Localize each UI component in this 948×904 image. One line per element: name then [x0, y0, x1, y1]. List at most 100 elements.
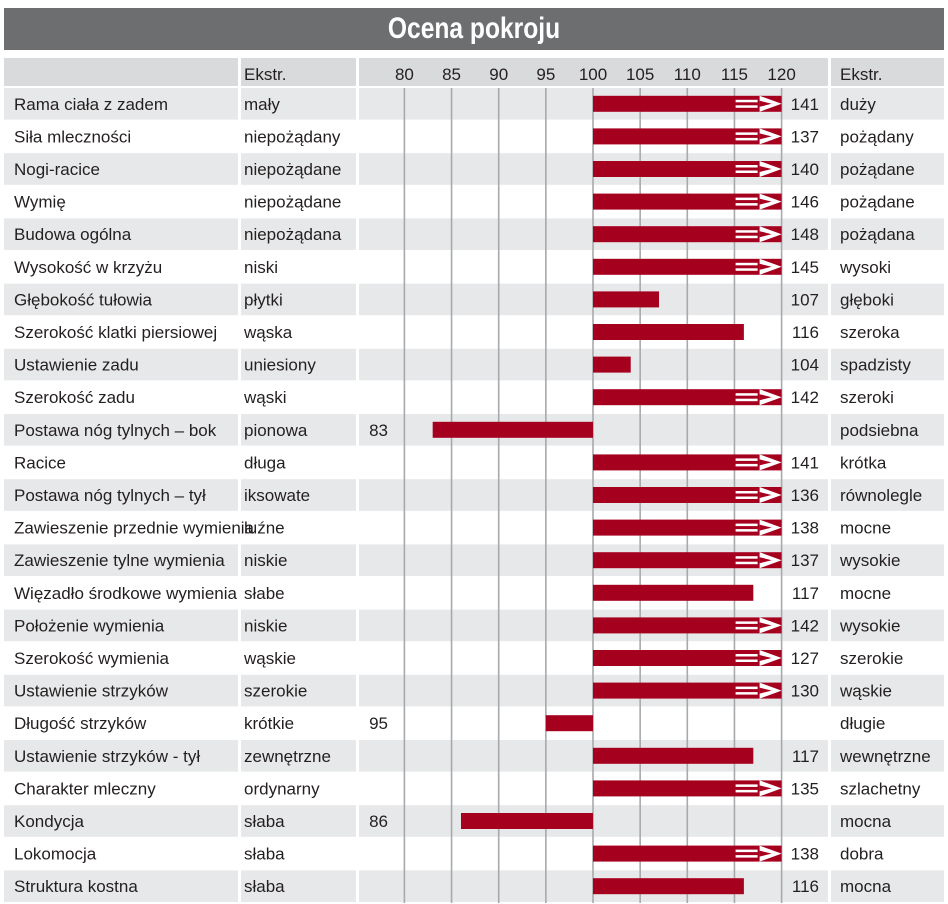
trait-label: Rama ciała z zadem	[14, 95, 168, 114]
low-extreme-label: iksowate	[244, 486, 310, 505]
overflow-arrow-inner	[759, 687, 772, 694]
trait-label: Szerokość klatki piersiowej	[14, 323, 217, 342]
value-bar	[593, 584, 754, 601]
value-bar	[593, 291, 660, 308]
trait-label: Zawieszenie przednie wymienia	[14, 519, 255, 538]
row-band	[4, 740, 944, 772]
trait-label: Nogi-racice	[14, 160, 100, 179]
trait-label: Wymię	[14, 193, 66, 212]
overflow-marker	[735, 784, 758, 787]
value-bar	[460, 813, 593, 829]
x-tick-label: 95	[536, 65, 555, 84]
value-bar	[593, 682, 782, 699]
low-extreme-label: uniesiony	[244, 356, 316, 375]
overflow-marker	[735, 463, 758, 467]
trait-label: Siła mleczności	[14, 127, 131, 146]
low-extreme-label: wąski	[243, 388, 287, 407]
value-label: 86	[369, 812, 388, 831]
row-band	[4, 674, 944, 707]
title-bar: Ocena pokroju	[4, 8, 944, 50]
row-band	[4, 88, 944, 120]
high-extreme-label: równolegle	[840, 486, 922, 505]
value-label: 135	[791, 779, 819, 798]
value-label: 142	[791, 616, 819, 635]
high-extreme-label: mocna	[840, 812, 892, 831]
row-band	[4, 544, 944, 576]
value-bar	[593, 747, 754, 764]
value-bar	[593, 780, 782, 797]
low-extreme-label: szerokie	[244, 682, 307, 701]
value-label: 95	[369, 714, 388, 733]
trait-label: Ustawienie strzyków - tył	[14, 747, 200, 766]
value-bar	[593, 552, 782, 569]
high-extreme-label: szeroka	[840, 323, 900, 342]
value-bar	[593, 617, 782, 634]
high-extreme-label: wysokie	[839, 551, 900, 570]
overflow-arrow-inner	[759, 850, 772, 857]
high-extreme-label: pożądany	[840, 127, 914, 146]
high-extreme-label: pożądane	[840, 193, 915, 212]
high-extreme-label: szlachetny	[840, 779, 921, 798]
value-label: 141	[791, 95, 819, 114]
value-bar	[593, 128, 782, 145]
overflow-marker	[735, 197, 758, 201]
overflow-marker	[735, 230, 758, 233]
overflow-marker	[735, 626, 758, 630]
value-bar	[545, 715, 593, 732]
row-band	[4, 479, 944, 511]
value-label: 138	[791, 845, 819, 864]
row-band	[4, 283, 944, 316]
value-bar	[593, 454, 782, 471]
row-band	[4, 218, 944, 250]
value-label: 104	[791, 356, 819, 375]
low-extreme-label: niepożądane	[244, 160, 341, 179]
value-bar	[593, 356, 631, 373]
value-label: 145	[791, 258, 819, 277]
value-label: 141	[791, 453, 819, 472]
high-extreme-label: głęboki	[840, 290, 894, 309]
overflow-arrow-inner	[759, 655, 772, 661]
overflow-arrow-inner	[759, 198, 772, 205]
overflow-arrow-inner	[759, 622, 772, 629]
value-label: 148	[791, 225, 819, 244]
trait-label: Położenie wymienia	[14, 616, 165, 635]
overflow-arrow-inner	[759, 263, 772, 270]
low-extreme-label: wąska	[243, 323, 293, 342]
high-extreme-label: podsiebna	[840, 421, 919, 440]
high-extreme-label: pożądane	[840, 160, 915, 179]
high-extreme-label: mocne	[840, 584, 891, 603]
high-extreme-label: wąskie	[839, 682, 892, 701]
low-extreme-label: niepożądane	[244, 193, 341, 212]
overflow-marker	[735, 105, 758, 108]
value-label: 142	[791, 388, 819, 407]
x-tick-label: 90	[489, 65, 508, 84]
trait-label: Kondycja	[14, 812, 84, 831]
trait-label: Wysokość w krzyżu	[14, 258, 162, 277]
low-extreme-label: ordynarny	[244, 779, 320, 798]
trait-label: Ustawienie zadu	[14, 356, 139, 375]
overflow-marker	[735, 268, 758, 271]
high-extreme-label: krótka	[840, 453, 887, 472]
x-tick-label: 85	[442, 65, 461, 84]
trait-label: Ustawienie strzyków	[14, 682, 169, 701]
trait-label: Struktura kostna	[14, 877, 138, 896]
overflow-marker	[735, 496, 758, 499]
overflow-marker	[735, 235, 758, 239]
overflow-arrow-inner	[759, 459, 772, 466]
overflow-arrow-inner	[759, 492, 772, 498]
x-tick-label: 120	[767, 65, 795, 84]
value-bar	[593, 324, 744, 340]
low-extreme-label: wąskie	[243, 649, 296, 668]
overflow-marker	[735, 203, 758, 206]
overflow-marker	[735, 491, 758, 494]
low-extreme-label: niepożądana	[244, 225, 342, 244]
high-extreme-label: spadzisty	[840, 356, 911, 375]
value-bar	[593, 519, 782, 536]
trait-label: Postawa nóg tylnych – tył	[14, 486, 206, 505]
overflow-marker	[735, 529, 758, 532]
overflow-arrow-inner	[759, 785, 772, 792]
high-extreme-label: długie	[840, 714, 885, 733]
overflow-marker	[735, 654, 758, 657]
overflow-marker	[735, 137, 758, 141]
right-extreme-header: Ekstr.	[840, 65, 883, 84]
